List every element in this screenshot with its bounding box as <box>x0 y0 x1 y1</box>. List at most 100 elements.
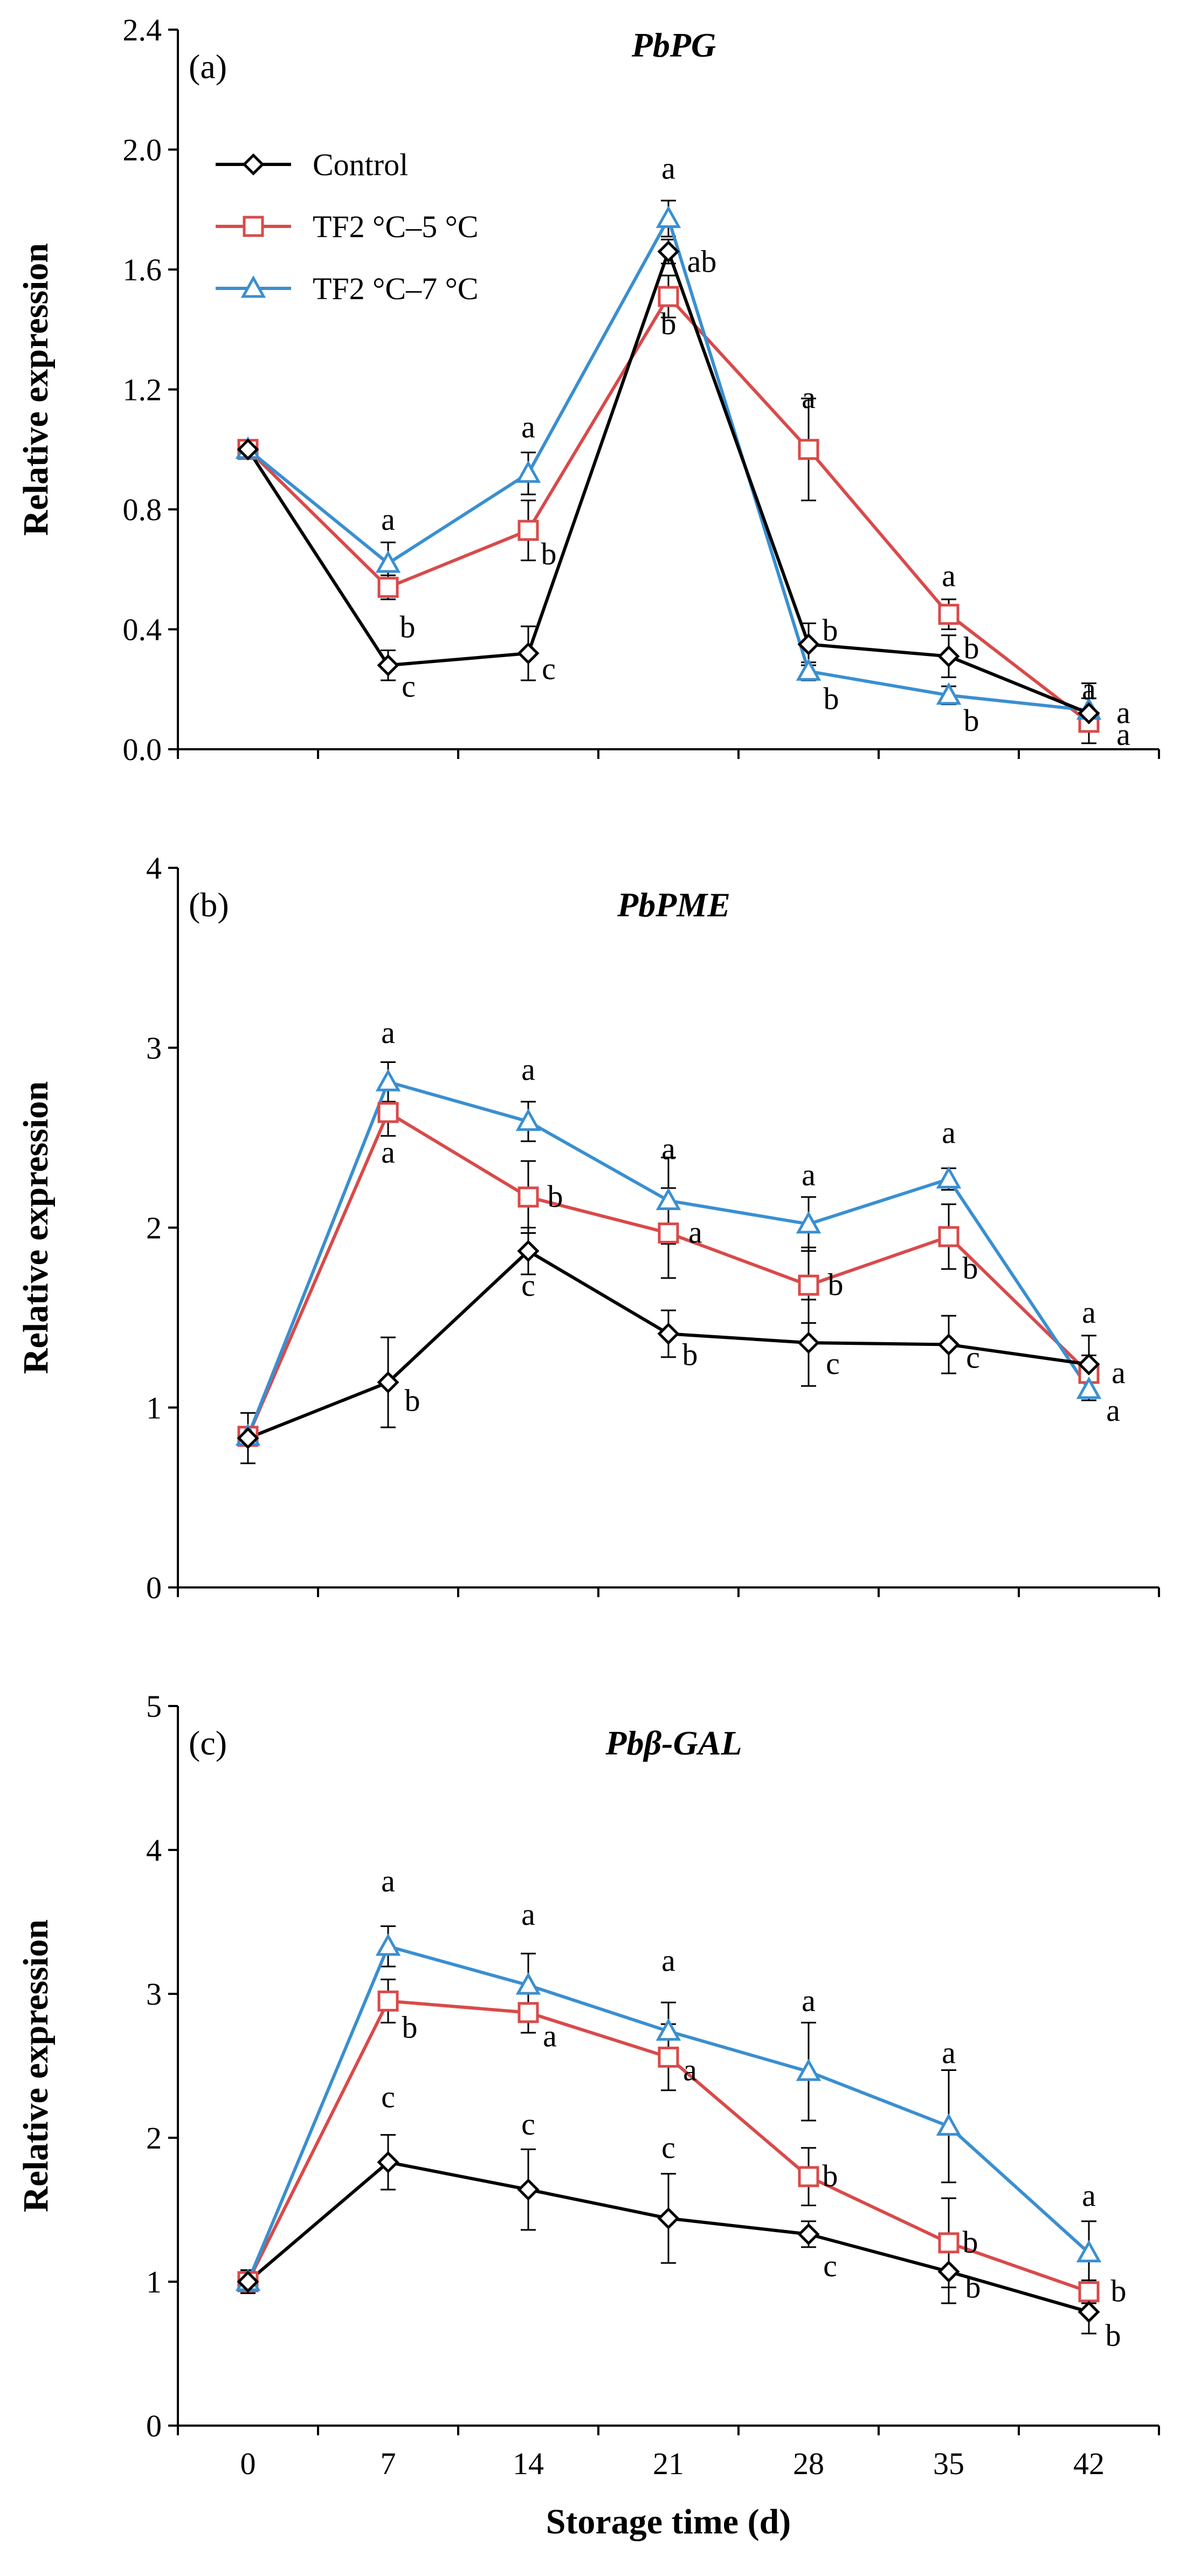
significance-label: a <box>1106 1393 1120 1428</box>
data-point <box>657 240 680 263</box>
significance-label: a <box>661 1943 675 1978</box>
data-point <box>377 1371 399 1394</box>
data-point <box>377 2151 399 2173</box>
data-point <box>797 633 820 655</box>
significance-label: a <box>1116 717 1130 752</box>
data-point <box>658 1223 679 1244</box>
significance-label: b <box>824 681 839 716</box>
panel-label: (c) <box>189 1724 227 1762</box>
significance-label: b <box>963 1251 978 1286</box>
data-point <box>515 1108 541 1131</box>
data-point <box>375 1069 401 1092</box>
significance-label: b <box>400 610 416 645</box>
x-tick-label: 7 <box>381 2446 396 2481</box>
significance-label: b <box>823 2158 838 2193</box>
y-tick-label: 0.4 <box>123 612 162 647</box>
significance-label: a <box>521 1052 535 1087</box>
data-point <box>936 1166 962 1189</box>
panel-label: (a) <box>189 47 227 86</box>
legend-label: Control <box>313 147 408 182</box>
significance-label: a <box>683 2052 697 2087</box>
y-tick-label: 0.8 <box>123 492 162 527</box>
data-point <box>798 1274 819 1296</box>
panel-title: PbPME <box>617 886 730 924</box>
y-tick-label: 2 <box>146 1211 162 1246</box>
data-point <box>377 1990 399 2012</box>
data-point <box>798 439 819 460</box>
significance-label: b <box>402 2009 418 2045</box>
significance-label: ab <box>687 244 717 279</box>
legend-marker <box>240 275 266 298</box>
y-axis-title: Relative expression <box>16 1081 56 1374</box>
data-point <box>798 2166 819 2187</box>
x-tick-label: 35 <box>933 2446 964 2481</box>
significance-label: a <box>688 1215 702 1250</box>
data-point <box>517 1186 539 1208</box>
significance-label: a <box>381 1015 395 1050</box>
y-tick-label: 5 <box>146 1689 162 1724</box>
data-point <box>1078 702 1100 724</box>
panel-title: Pbβ-GAL <box>605 1724 742 1762</box>
significance-label: b <box>548 1179 563 1214</box>
data-point <box>938 2232 960 2254</box>
data-point <box>796 2059 822 2081</box>
legend-marker <box>242 153 265 176</box>
significance-label: c <box>521 2107 535 2142</box>
panel-title: PbPG <box>631 26 716 64</box>
y-tick-label: 1 <box>146 1390 162 1425</box>
data-point <box>237 1427 259 1449</box>
data-point <box>517 642 540 665</box>
significance-label: a <box>1112 1355 1126 1390</box>
data-point <box>655 205 681 228</box>
significance-label: c <box>521 1268 535 1303</box>
y-tick-label: 3 <box>146 1031 162 1066</box>
data-point <box>938 1226 960 1247</box>
data-point <box>515 460 541 483</box>
y-tick-label: 2 <box>146 2121 162 2156</box>
x-axis-title: Storage time (d) <box>546 2502 791 2542</box>
data-point <box>517 2002 539 2023</box>
significance-label: a <box>521 1897 535 1932</box>
data-point <box>377 1102 399 1123</box>
y-tick-label: 1.6 <box>123 252 162 287</box>
data-point <box>797 2223 820 2246</box>
significance-label: a <box>1082 2178 1096 2213</box>
y-axis-title: Relative expression <box>16 1919 56 2212</box>
legend-label: TF2 °C–5 °C <box>313 209 478 244</box>
significance-label: a <box>543 2019 557 2054</box>
significance-label: b <box>964 703 979 738</box>
panels: 0.0 0.4 0.8 1.2 1.6 2.0 2.4 Relative expression… <box>16 12 1160 2542</box>
panel-label: (b) <box>189 886 229 924</box>
data-point <box>937 645 960 668</box>
data-point <box>796 1211 822 1234</box>
significance-label: c <box>542 651 556 686</box>
significance-label: c <box>966 1339 980 1375</box>
significance-label: b <box>405 1383 420 1418</box>
y-tick-label: 3 <box>146 1977 162 2012</box>
x-tick-label: 28 <box>793 2446 824 2481</box>
data-point <box>1078 2301 1100 2323</box>
x-tick-label: 0 <box>240 2446 256 2481</box>
data-point <box>657 2207 680 2230</box>
x-tick-label: 14 <box>513 2446 544 2481</box>
significance-label: c <box>402 668 416 703</box>
significance-label: b <box>823 612 838 647</box>
significance-label: b <box>661 306 677 341</box>
data-point <box>377 577 399 598</box>
data-point <box>1078 1353 1100 1376</box>
y-tick-label: 4 <box>146 851 162 886</box>
significance-label: a <box>1082 672 1096 707</box>
significance-label: b <box>828 1267 844 1302</box>
significance-label: a <box>521 409 535 444</box>
significance-label: b <box>1106 2318 1121 2353</box>
significance-label: a <box>802 1157 816 1192</box>
data-point <box>515 1972 541 1995</box>
panel-a: 0.0 0.4 0.8 1.2 1.6 2.0 2.4 Relative expression… <box>16 12 1160 767</box>
data-point <box>936 682 962 705</box>
data-point <box>655 1187 681 1210</box>
significance-label: a <box>661 1131 675 1166</box>
data-point <box>655 2018 681 2041</box>
significance-label: a <box>1116 695 1130 730</box>
data-point <box>1076 1376 1102 1399</box>
y-tick-label: 4 <box>146 1833 162 1868</box>
